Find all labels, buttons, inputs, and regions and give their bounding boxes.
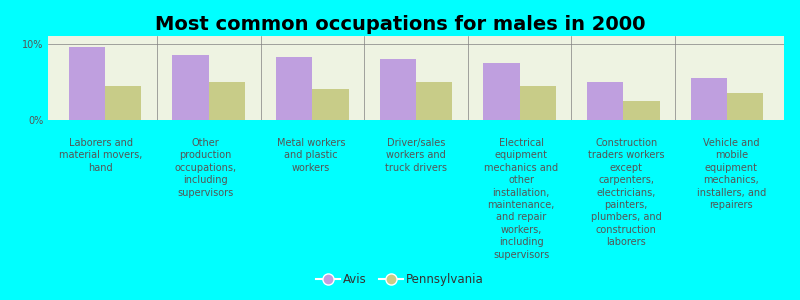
Bar xyxy=(276,57,312,120)
Bar xyxy=(690,78,727,120)
Text: Other
production
occupations,
including
supervisors: Other production occupations, including … xyxy=(174,138,237,198)
Text: Vehicle and
mobile
equipment
mechanics,
installers, and
repairers: Vehicle and mobile equipment mechanics, … xyxy=(697,138,766,210)
Text: Construction
traders workers
except
carpenters,
electricians,
painters,
plumbers: Construction traders workers except carp… xyxy=(588,138,665,247)
Bar xyxy=(623,101,660,120)
Bar xyxy=(416,82,452,120)
Bar xyxy=(520,85,556,120)
Text: Driver/sales
workers and
truck drivers: Driver/sales workers and truck drivers xyxy=(385,138,447,173)
Bar xyxy=(105,85,142,120)
Bar xyxy=(483,63,520,120)
Text: Metal workers
and plastic
workers: Metal workers and plastic workers xyxy=(277,138,345,173)
Bar xyxy=(209,82,245,120)
Text: Most common occupations for males in 2000: Most common occupations for males in 200… xyxy=(154,15,646,34)
Bar xyxy=(727,93,763,120)
Text: Electrical
equipment
mechanics and
other
installation,
maintenance,
and repair
w: Electrical equipment mechanics and other… xyxy=(484,138,558,260)
Legend: Avis, Pennsylvania: Avis, Pennsylvania xyxy=(311,269,489,291)
Text: Laborers and
material movers,
hand: Laborers and material movers, hand xyxy=(59,138,142,173)
Bar xyxy=(587,82,623,120)
Bar xyxy=(312,89,349,120)
Bar xyxy=(172,55,209,120)
Bar xyxy=(69,47,105,120)
Bar xyxy=(380,59,416,120)
